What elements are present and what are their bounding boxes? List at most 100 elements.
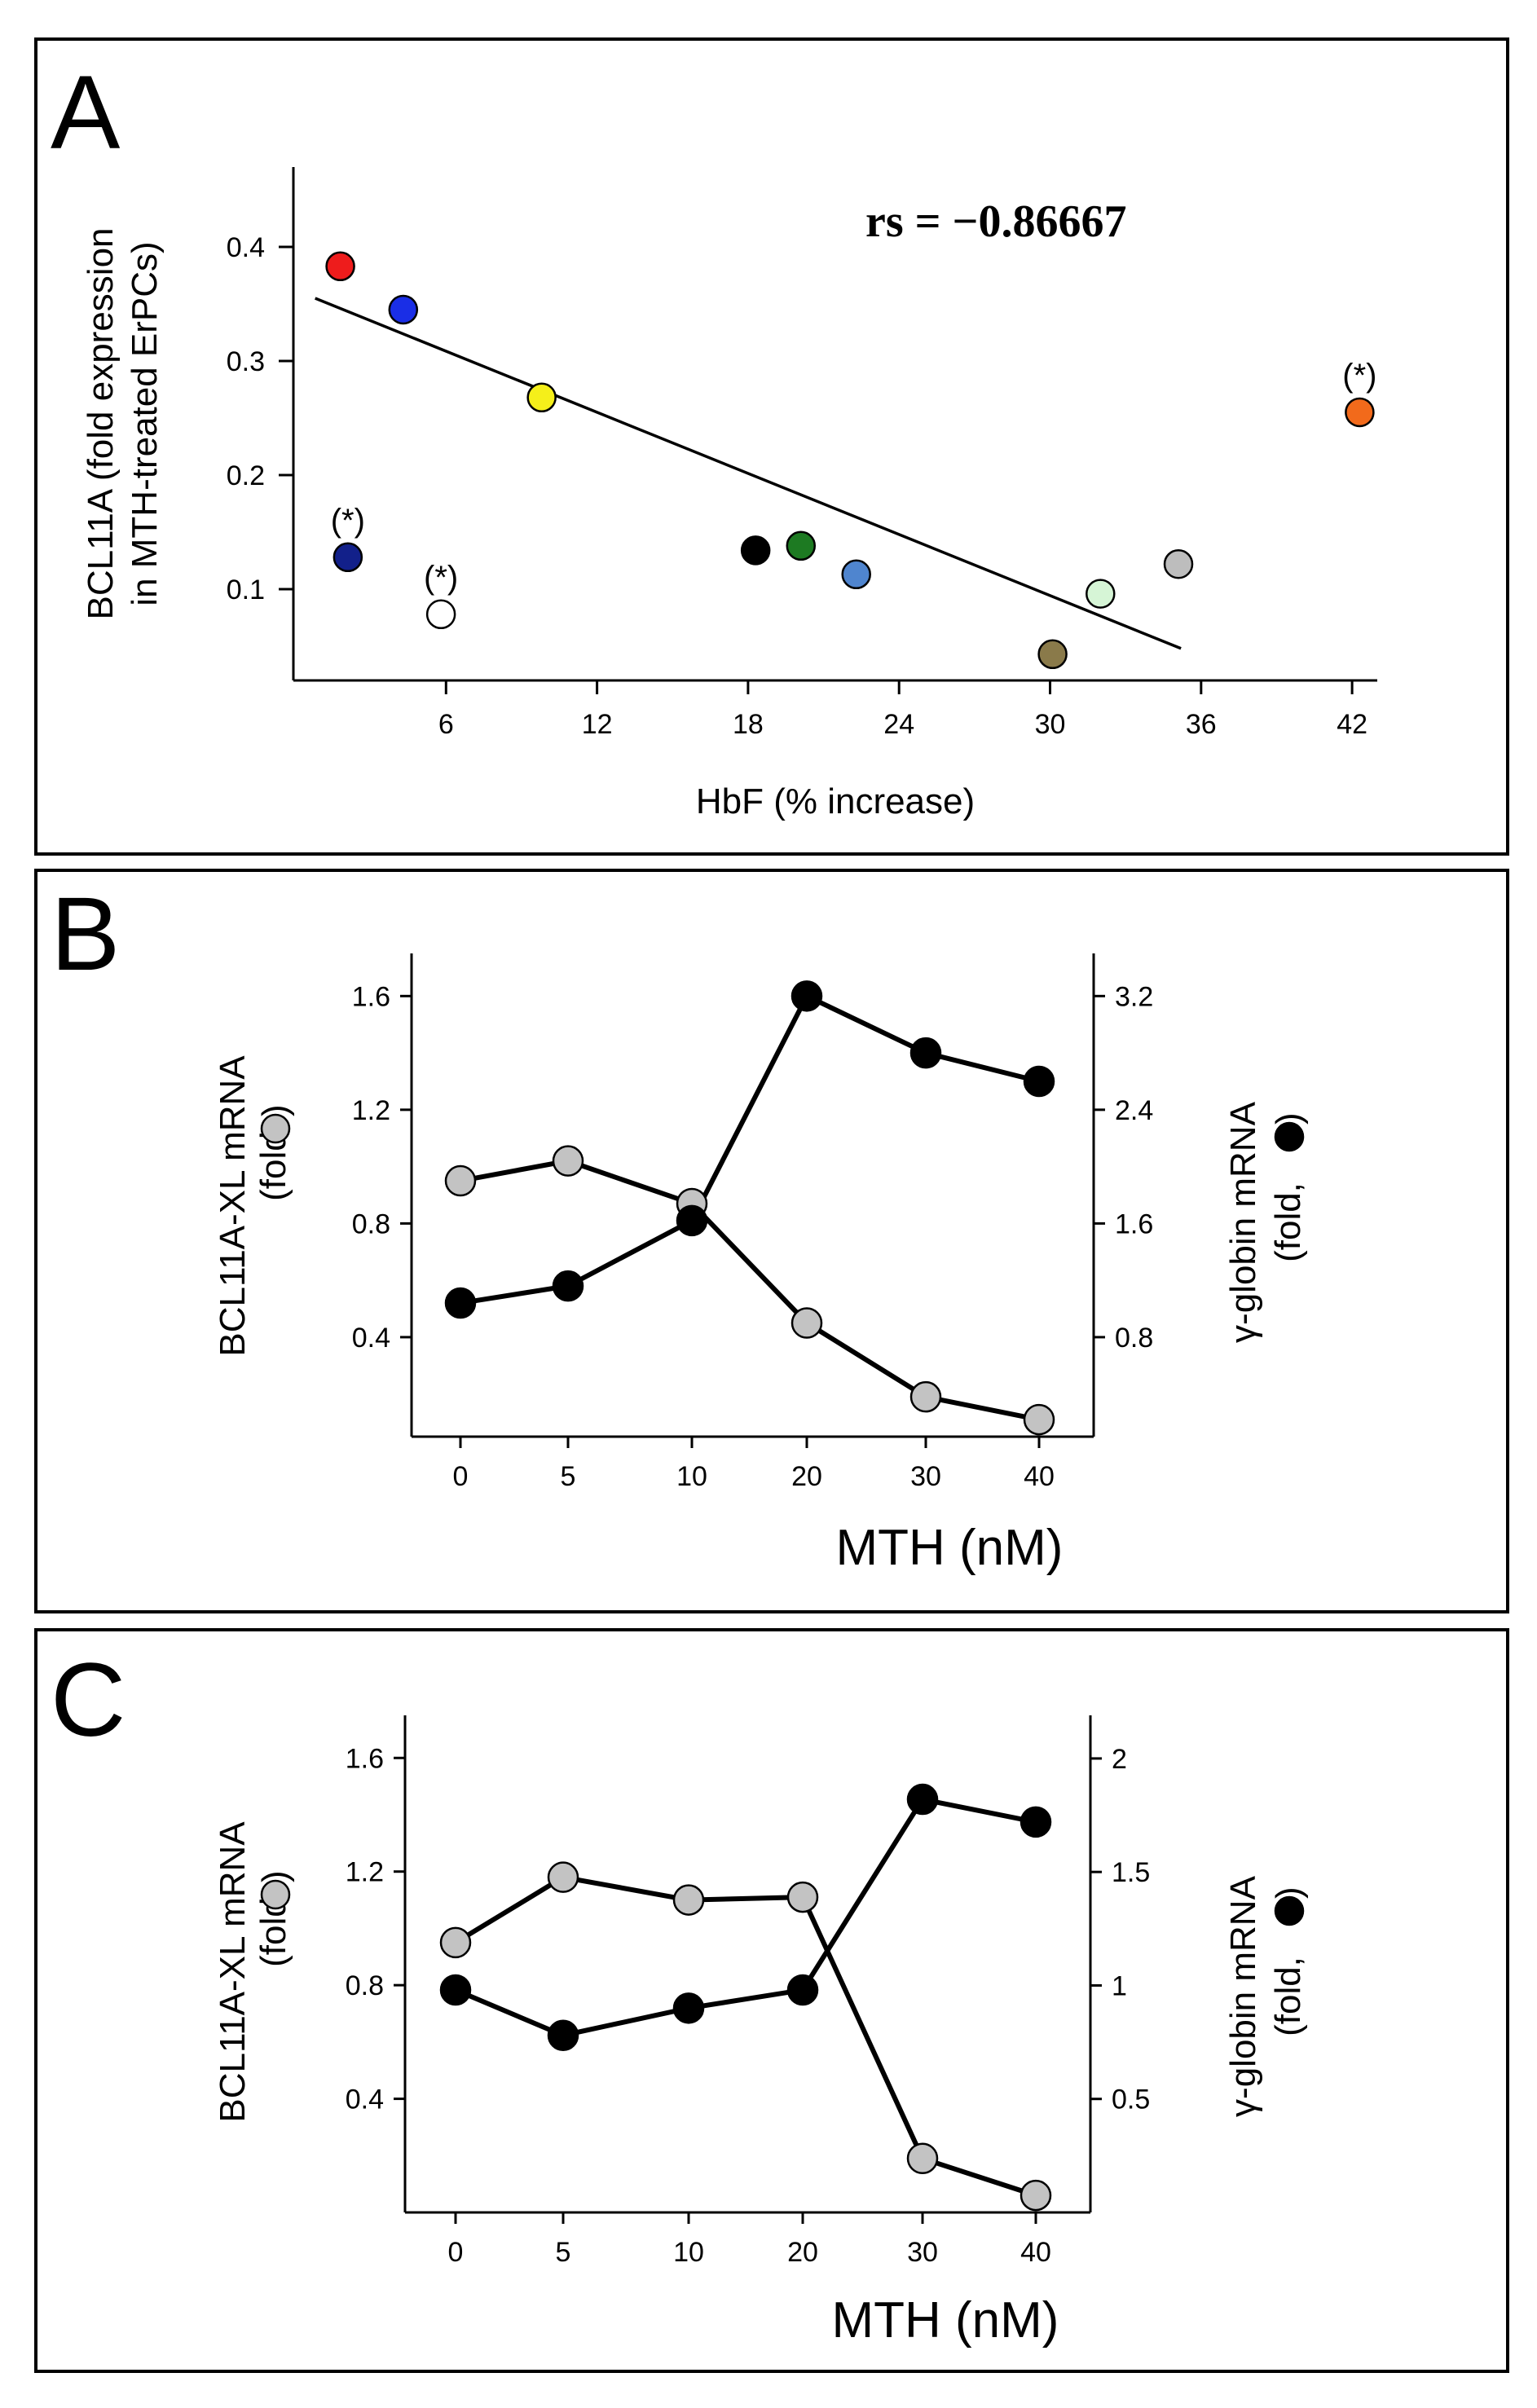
outlier-marker: (*) [1342, 358, 1376, 394]
panel-c-x-ticks: 0 5 10 20 30 40 [448, 2212, 1051, 2268]
panel-b-right-axis-title: γ-globin mRNA [1223, 1101, 1263, 1343]
panel-a-x-tick-label: 18 [733, 709, 764, 740]
panel-c-right-legend-close: ) [1269, 1886, 1309, 1899]
bcl11a-point [444, 1164, 477, 1197]
panel-a-y-axis-title-line2: in MTH-treated ErPCs) [125, 241, 165, 605]
panel-c-left-legend-close: ) [255, 1870, 295, 1882]
left-y-tick-label: 0.8 [346, 1970, 384, 2001]
panel-a-y-ticks: 0.1 0.2 0.3 0.4 [227, 232, 293, 605]
panel-b-x-ticks: 0 5 10 20 30 40 [453, 1437, 1055, 1492]
panel-a-y-tick-label: 0.1 [227, 574, 265, 605]
panel-c-x-axis-title: MTH (nM) [832, 2292, 1059, 2349]
panel-b-left-legend-close: ) [255, 1104, 295, 1116]
bcl11a-point [1020, 2179, 1052, 2212]
panel-a-points: (*) (*) (*) [325, 251, 1376, 670]
bcl11a-point [439, 1926, 472, 1959]
bcl11a-point [786, 1881, 819, 1913]
right-y-tick-label: 2.4 [1115, 1095, 1153, 1126]
gamma-globin-point [1020, 1806, 1052, 1838]
left-y-tick-label: 1.2 [346, 1857, 384, 1888]
panel-a-axes [292, 167, 1377, 682]
panel-b-right-legend-close: ) [1269, 1112, 1309, 1125]
gamma-globin-point [909, 1037, 942, 1069]
right-y-tick-label: 0.8 [1115, 1323, 1153, 1354]
panel-b-right-ticks: 0.8 1.6 2.4 3.2 [1094, 981, 1153, 1354]
left-y-tick-label: 0.8 [352, 1208, 390, 1239]
scatter-point [841, 559, 871, 590]
scatter-point [740, 535, 771, 566]
panel-b-letter: B [51, 876, 120, 993]
regression-line [315, 297, 1182, 650]
panel-c-series [439, 1783, 1052, 2212]
scatter-point [1086, 579, 1116, 609]
left-y-tick-label: 0.4 [346, 2084, 384, 2115]
left-y-tick-label: 1.6 [352, 981, 390, 1012]
panel-a-x-tick-label: 24 [883, 709, 914, 740]
scatter-point [1037, 639, 1068, 670]
x-tick-label: 10 [673, 2237, 704, 2268]
right-y-tick-label: 0.5 [1112, 2084, 1150, 2115]
panel-a-frame [34, 37, 1509, 856]
gamma-globin-point [439, 1974, 472, 2006]
panel-a-x-tick-label: 30 [1035, 709, 1066, 740]
panel-c-left-axis-title: BCL11A-XL mRNA [213, 1821, 253, 2123]
panel-c-right-axis-subtitle: (fold, [1268, 1957, 1308, 2036]
spearman-correlation: rs = −0.86667 [865, 196, 1126, 247]
right-y-tick-label: 1.6 [1115, 1208, 1153, 1239]
x-tick-label: 40 [1020, 2237, 1051, 2268]
panel-a-y-tick-label: 0.4 [227, 232, 265, 263]
outlier-marker: (*) [331, 503, 365, 539]
bcl11a-point [906, 2142, 939, 2175]
panel-c-left-ticks: 0.4 0.8 1.2 1.6 [346, 1743, 405, 2115]
panel-c-right-ticks: 0.5 1 1.5 2 [1090, 1744, 1150, 2115]
panel-c-frame [34, 1628, 1509, 2373]
panel-a-y-axis-title-line1: BCL11A (fold expression [81, 227, 121, 619]
left-y-tick-label: 0.4 [352, 1323, 390, 1354]
panel-b-left-legend-marker [260, 1113, 291, 1144]
x-tick-label: 20 [787, 2237, 818, 2268]
gamma-globin-point [791, 980, 823, 1012]
panel-a-x-ticks: 6 12 18 24 30 36 42 [438, 680, 1367, 740]
bcl11a-point [672, 1884, 705, 1916]
scatter-point [786, 530, 817, 561]
panel-a: A 6 12 18 24 30 36 42 0.1 0.2 0.3 0.4 (*) (*) (*) r… [34, 37, 1509, 856]
gamma-globin-point [786, 1974, 819, 2006]
scatter-point [388, 294, 419, 325]
bcl11a-point [909, 1380, 942, 1413]
right-y-tick-label: 2 [1112, 1744, 1127, 1775]
x-tick-label: 20 [791, 1461, 822, 1492]
scatter-point [333, 542, 363, 573]
bcl11a-point [552, 1145, 584, 1177]
gamma-globin-point [672, 1992, 705, 2024]
scatter-point [425, 599, 456, 630]
panel-a-x-axis-title: HbF (% increase) [696, 781, 975, 821]
series-line-gamma-globin [460, 993, 1040, 1306]
gamma-globin-point [1023, 1065, 1055, 1098]
x-tick-label: 10 [676, 1461, 707, 1492]
panel-b-right-legend-marker [1274, 1121, 1305, 1152]
panel-b-left-ticks: 0.4 0.8 1.2 1.6 [352, 981, 412, 1354]
bcl11a-point [1023, 1403, 1055, 1436]
outlier-marker: (*) [424, 560, 458, 596]
gamma-globin-point [676, 1204, 708, 1237]
panel-b-right-axis-subtitle: (fold, [1268, 1182, 1308, 1262]
left-y-tick-label: 1.2 [352, 1095, 390, 1126]
panel-a-x-tick-label: 6 [438, 709, 454, 740]
x-tick-label: 5 [556, 2237, 571, 2268]
panel-b-series [444, 980, 1055, 1436]
gamma-globin-point [906, 1783, 939, 1816]
scatter-point [526, 382, 557, 413]
series-line-gamma-globin [454, 1796, 1037, 2038]
scatter-point [1163, 548, 1194, 579]
right-y-tick-label: 3.2 [1115, 981, 1153, 1012]
panel-a-x-tick-label: 12 [582, 709, 613, 740]
panel-c-right-axis-title: γ-globin mRNA [1223, 1875, 1263, 2117]
panel-b: B 0.4 0.8 1.2 1.6 0.8 1.6 2.4 3.2 0 5 10 20 30 40 M… [34, 869, 1509, 1613]
panel-b-left-axis-title: BCL11A-XL mRNA [213, 1055, 253, 1357]
x-tick-label: 5 [561, 1461, 576, 1492]
panel-c-right-legend-marker [1274, 1895, 1305, 1926]
right-y-tick-label: 1.5 [1112, 1857, 1150, 1888]
x-tick-label: 30 [907, 2237, 938, 2268]
panel-a-letter: A [51, 55, 121, 171]
